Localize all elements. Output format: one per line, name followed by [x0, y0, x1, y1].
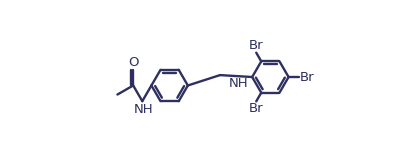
Text: O: O — [128, 56, 139, 69]
Text: Br: Br — [249, 102, 264, 115]
Text: NH: NH — [228, 77, 248, 90]
Text: Br: Br — [299, 70, 314, 84]
Text: NH: NH — [133, 103, 153, 116]
Text: Br: Br — [249, 39, 264, 52]
